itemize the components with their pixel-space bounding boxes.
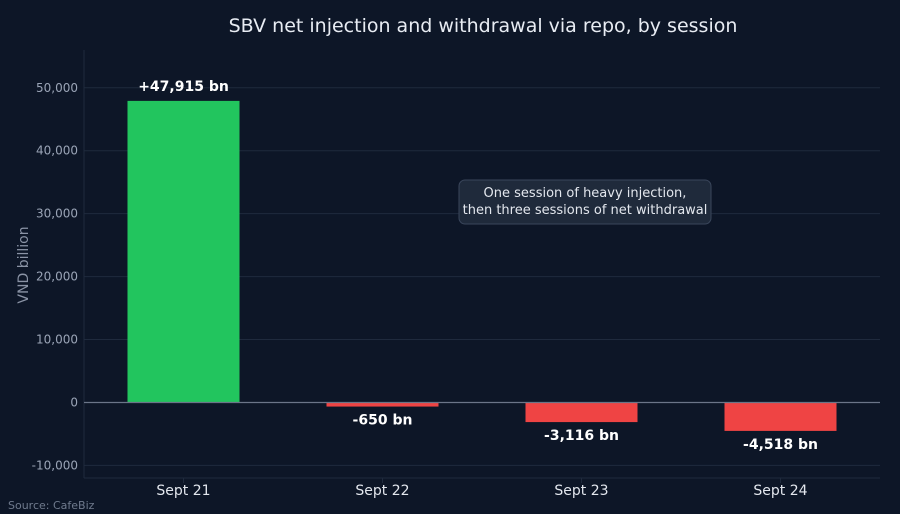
y-tick-label: 0 [70,395,78,409]
annotation-line-1: One session of heavy injection, [484,186,687,201]
y-tick-label: 50,000 [36,81,78,95]
x-tick-label: Sept 22 [355,483,409,499]
x-tick-label: Sept 24 [753,483,807,499]
chart-title: SBV net injection and withdrawal via rep… [229,15,738,37]
y-tick-label: -10,000 [32,458,78,472]
annotation: One session of heavy injection, then thr… [458,179,712,225]
y-tick-label: 10,000 [36,333,78,347]
data-label: +47,915 bn [138,79,229,95]
source-note: Source: CafeBiz [8,499,95,512]
y-tick-label: 30,000 [36,207,78,221]
bar-sept-23 [525,402,638,423]
data-label: -4,518 bn [743,437,818,453]
x-tick-label: Sept 23 [554,483,608,499]
bars [127,100,837,431]
data-labels: +47,915 bn -650 bn -3,116 bn -4,518 bn [138,79,818,453]
bar-sept-24 [724,402,837,431]
y-tick-label: 40,000 [36,144,78,158]
data-label: -3,116 bn [544,428,619,444]
bar-sept-21 [127,100,240,403]
bar-sept-22 [326,402,439,407]
annotation-line-2: then three sessions of net withdrawal [463,203,708,218]
y-tick-label: 20,000 [36,270,78,284]
data-label: -650 bn [353,413,413,429]
y-tick-labels: -10,000 0 10,000 20,000 30,000 40,000 50,000 [32,81,78,473]
annotation-box [458,179,712,225]
x-tick-label: Sept 21 [156,483,210,499]
x-tick-labels: Sept 21 Sept 22 Sept 23 Sept 24 [156,478,808,499]
y-axis-title: VND billion [16,226,32,303]
